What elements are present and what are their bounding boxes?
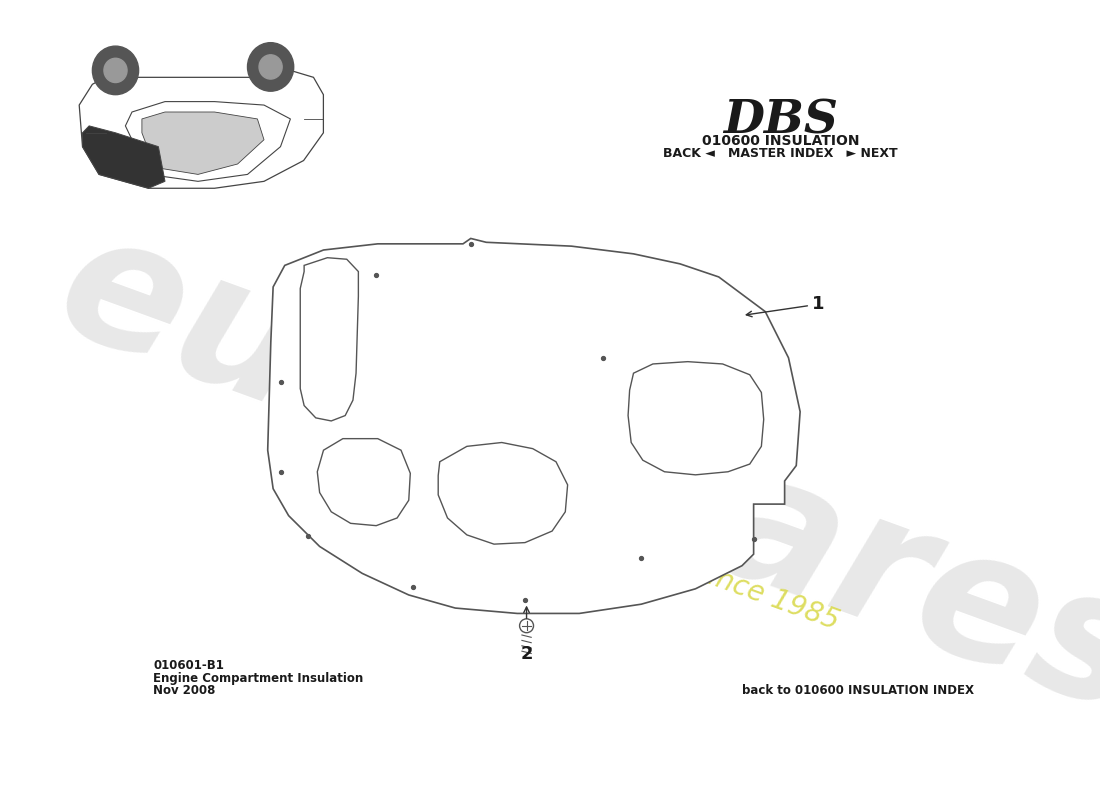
- Text: back to 010600 INSULATION INDEX: back to 010600 INSULATION INDEX: [742, 684, 975, 697]
- Circle shape: [519, 619, 534, 633]
- Polygon shape: [300, 258, 359, 421]
- Text: Engine Compartment Insulation: Engine Compartment Insulation: [153, 672, 363, 685]
- Polygon shape: [317, 438, 410, 526]
- Text: eurospares: eurospares: [36, 195, 1100, 751]
- Text: DBS: DBS: [724, 98, 838, 144]
- Text: 010601-B1: 010601-B1: [153, 659, 224, 672]
- Polygon shape: [142, 112, 264, 174]
- Circle shape: [92, 46, 139, 94]
- Text: 2: 2: [520, 646, 532, 663]
- Text: 1: 1: [812, 295, 824, 313]
- Text: BACK ◄   MASTER INDEX   ► NEXT: BACK ◄ MASTER INDEX ► NEXT: [663, 147, 898, 160]
- Circle shape: [258, 55, 282, 79]
- Circle shape: [248, 42, 294, 91]
- Polygon shape: [82, 126, 165, 188]
- Polygon shape: [438, 442, 568, 544]
- Circle shape: [103, 58, 127, 82]
- Text: Nov 2008: Nov 2008: [153, 684, 216, 697]
- Polygon shape: [628, 362, 763, 475]
- Polygon shape: [125, 102, 290, 182]
- Text: 010600 INSULATION: 010600 INSULATION: [702, 134, 859, 148]
- Polygon shape: [79, 70, 323, 188]
- Polygon shape: [267, 238, 800, 614]
- Text: a passion for parts since 1985: a passion for parts since 1985: [439, 466, 844, 635]
